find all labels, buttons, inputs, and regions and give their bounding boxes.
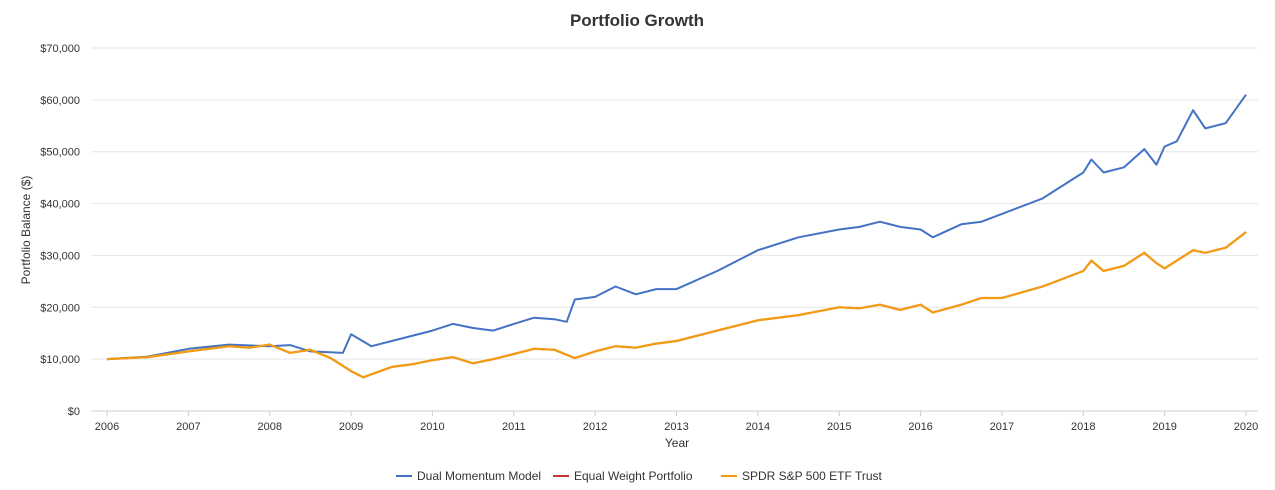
y-tick-label: $50,000	[40, 147, 80, 159]
x-tick-label: 2009	[339, 421, 363, 433]
legend-item-1[interactable]: Dual Momentum Model	[396, 469, 541, 483]
y-tick-label: $10,000	[40, 354, 80, 366]
y-tick-label: $30,000	[40, 250, 80, 262]
x-axis-ticks: 2006 2007 2008 2009 2010 2011 2012 2013 2014 2015…	[95, 411, 1258, 433]
legend-item-3[interactable]: SPDR S&P 500 ETF Trust	[721, 469, 882, 483]
legend-label: Equal Weight Portfolio	[574, 469, 693, 483]
y-tick-label: $20,000	[40, 302, 80, 314]
y-axis-ticks: $0 $10,000 $20,000 $30,000 $40,000 $50,000 $60…	[40, 43, 80, 418]
x-tick-label: 2014	[746, 421, 770, 433]
x-tick-label: 2008	[257, 421, 281, 433]
series-line-3	[106, 231, 1247, 379]
y-axis-label: Portfolio Balance ($)	[19, 176, 33, 285]
y-tick-label: $70,000	[40, 43, 80, 55]
x-tick-label: 2018	[1071, 421, 1095, 433]
x-tick-label: 2017	[990, 421, 1014, 433]
series-line-2	[106, 231, 1247, 379]
x-axis-label: Year	[665, 436, 689, 450]
x-tick-label: 2013	[664, 421, 688, 433]
series-line-1	[106, 94, 1247, 361]
y-tick-label: $40,000	[40, 199, 80, 211]
legend-item-2[interactable]: Equal Weight Portfolio	[553, 469, 693, 483]
legend-label: SPDR S&P 500 ETF Trust	[742, 469, 882, 483]
x-tick-label: 2010	[420, 421, 444, 433]
x-tick-label: 2012	[583, 421, 607, 433]
x-tick-label: 2011	[502, 421, 526, 433]
y-tick-label: $60,000	[40, 95, 80, 107]
legend[interactable]: Dual Momentum Model Equal Weight Portfoli…	[396, 469, 882, 483]
x-tick-label: 2020	[1234, 421, 1258, 433]
x-tick-label: 2016	[908, 421, 932, 433]
x-tick-label: 2007	[176, 421, 200, 433]
legend-label: Dual Momentum Model	[417, 469, 541, 483]
x-tick-label: 2015	[827, 421, 851, 433]
grid-lines	[91, 47, 1258, 412]
series-lines	[106, 94, 1247, 379]
y-tick-label: $0	[68, 406, 80, 418]
x-tick-label: 2019	[1152, 421, 1176, 433]
chart-title: Portfolio Growth	[570, 11, 704, 30]
x-tick-label: 2006	[95, 421, 119, 433]
